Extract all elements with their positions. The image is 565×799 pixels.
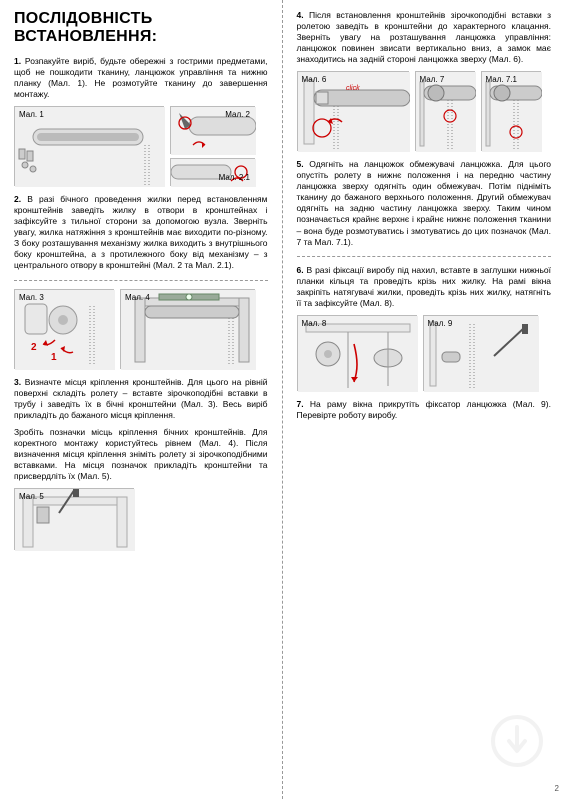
step-7-text: 7. На раму вікна прикрутіть фіксатор лан…: [297, 399, 552, 421]
fig-8-label: Мал. 8: [300, 318, 329, 329]
step-6-num: 6.: [297, 265, 304, 275]
fig-9-label: Мал. 9: [426, 318, 455, 329]
fig-3-label: Мал. 3: [17, 292, 46, 303]
click-label: click: [346, 85, 360, 92]
figure-2-1: Мал. 2.1: [170, 158, 255, 186]
figure-6: click Мал. 6: [297, 71, 409, 151]
fig-6-label: Мал. 6: [300, 74, 329, 85]
fig-4-label: Мал. 4: [123, 292, 152, 303]
fig-5-label: Мал. 5: [17, 491, 46, 502]
fig-row-5: Мал. 8 Мал. 9: [297, 315, 552, 391]
step-4-text: 4. Після встановлення кронштейнів зірочк…: [297, 10, 552, 65]
divider-left: [14, 280, 268, 281]
figure-3: 2 1 Мал. 3: [14, 289, 114, 369]
svg-text:2: 2: [31, 342, 37, 353]
step-7-body: На раму вікна прикрутіть фіксатор ланцюж…: [297, 399, 551, 420]
figure-2: Мал. 2: [170, 106, 255, 154]
step-3-body-a: Визначте місця кріплення кронштейнів. Дл…: [14, 377, 268, 420]
step-6-text: 6. В разі фіксації виробу під нахил, вст…: [297, 265, 552, 309]
step-3-text-a: 3. Визначте місця кріплення кронштейнів.…: [14, 377, 268, 421]
figure-9: Мал. 9: [423, 315, 538, 391]
fig-2-label: Мал. 2: [223, 109, 252, 120]
figure-5: Мал. 5: [14, 488, 134, 550]
step-1-body: Розпакуйте виріб, будьте обережні з гост…: [14, 56, 268, 99]
fig-row-4: click Мал. 6 Мал. 7: [297, 71, 552, 151]
step-2-body: В разі бічного проведення жилки перед вс…: [14, 194, 268, 270]
figure-7: Мал. 7: [415, 71, 475, 151]
step-1-text: 1. Розпакуйте виріб, будьте обережні з г…: [14, 56, 268, 100]
step-4-body: Після встановлення кронштейнів зірочкопо…: [297, 10, 552, 64]
step-3-text-b: Зробіть позначки місць кріплення бічних …: [14, 427, 268, 482]
right-column: 4. Після встановлення кронштейнів зірочк…: [283, 0, 565, 799]
fig-2-stack: Мал. 2 Мал. 2.1: [170, 106, 255, 186]
step-1-num: 1.: [14, 56, 21, 66]
fig-row-1: Мал. 1 Мал. 2: [14, 106, 268, 186]
figure-7-1: Мал. 7.1: [481, 71, 541, 151]
fig-7-label: Мал. 7: [418, 74, 447, 85]
svg-text:1: 1: [51, 352, 57, 363]
step-2-text: 2. В разі бічного проведення жилки перед…: [14, 194, 268, 271]
fig-7-1-label: Мал. 7.1: [484, 74, 519, 85]
figure-8: Мал. 8: [297, 315, 417, 391]
figure-4: Мал. 4: [120, 289, 255, 369]
page-title: ПОСЛІДОВНІСТЬ ВСТАНОВЛЕННЯ:: [14, 10, 268, 46]
step-5-num: 5.: [297, 159, 304, 169]
fig-row-2: 2 1 Мал. 3: [14, 289, 268, 369]
step-2-num: 2.: [14, 194, 21, 204]
figure-1: Мал. 1: [14, 106, 164, 186]
step-6-body: В разі фіксації виробу під нахил, вставт…: [297, 265, 552, 308]
step-4-num: 4.: [297, 10, 304, 20]
divider-right: [297, 256, 552, 257]
left-column: ПОСЛІДОВНІСТЬ ВСТАНОВЛЕННЯ: 1. Розпакуйт…: [0, 0, 283, 799]
fig-row-3: Мал. 5: [14, 488, 268, 550]
step-5-text: 5. Одягніть на ланцюжок обмежувачі ланцю…: [297, 159, 552, 247]
watermark-icon: [489, 713, 545, 769]
step-3-num: 3.: [14, 377, 21, 387]
fig-2-1-label: Мал. 2.1: [217, 172, 252, 183]
page-number: 2: [555, 784, 559, 793]
step-7-num: 7.: [297, 399, 304, 409]
page: ПОСЛІДОВНІСТЬ ВСТАНОВЛЕННЯ: 1. Розпакуйт…: [0, 0, 565, 799]
step-5-body: Одягніть на ланцюжок обмежувачі ланцюжка…: [297, 159, 552, 246]
fig-1-label: Мал. 1: [17, 109, 46, 120]
